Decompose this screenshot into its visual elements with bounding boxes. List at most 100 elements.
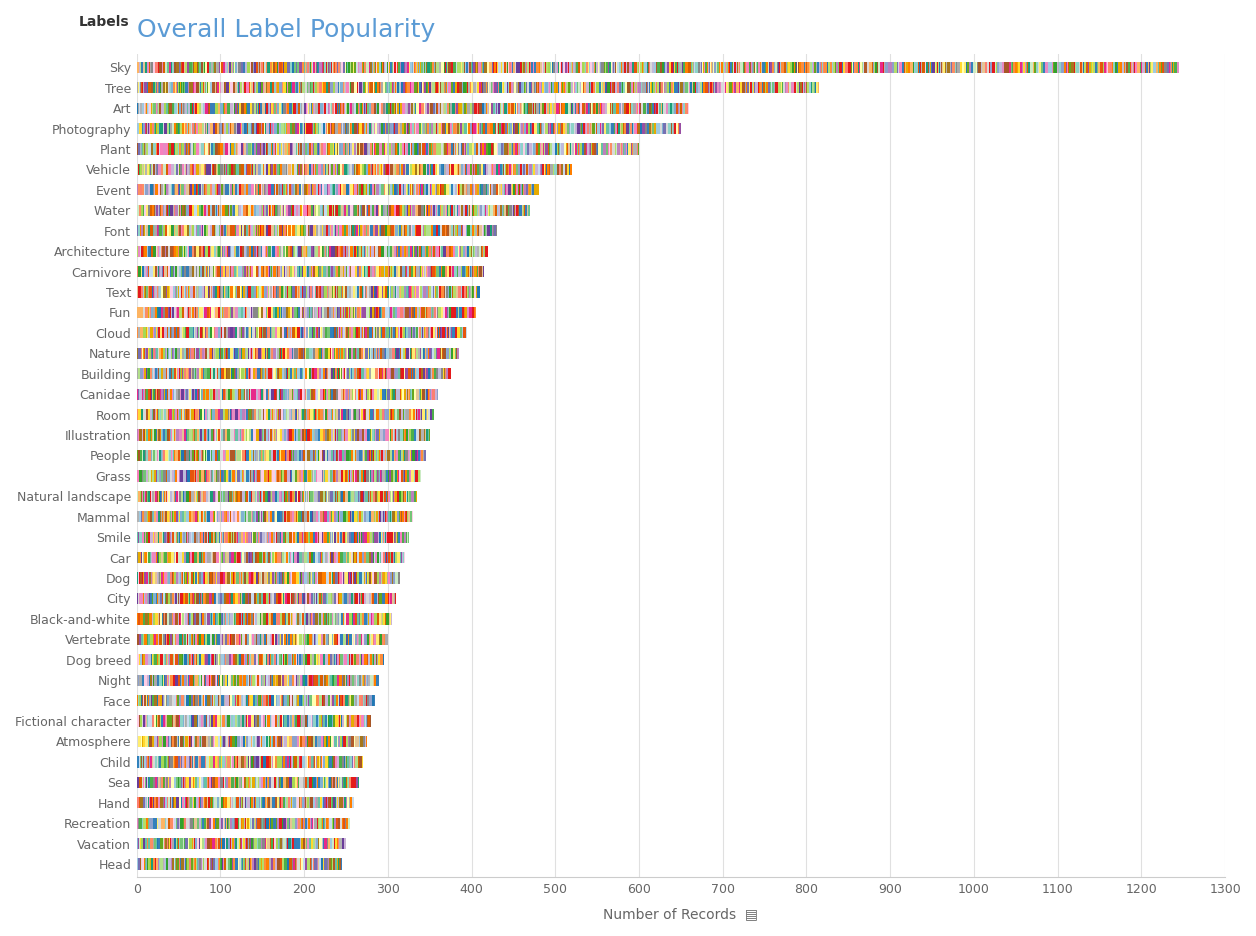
Bar (201, 777, 202, 788)
Bar (151, 858, 153, 870)
Bar (679, 123, 681, 134)
Bar (808, 62, 809, 73)
Bar (271, 695, 274, 707)
Bar (393, 573, 394, 584)
Bar (230, 266, 231, 277)
Bar (1172, 62, 1173, 73)
Bar (161, 409, 162, 420)
Bar (328, 82, 330, 94)
Bar (197, 777, 198, 788)
Bar (976, 62, 977, 73)
Bar (421, 103, 423, 114)
Bar (142, 347, 143, 358)
Bar (260, 286, 263, 298)
Bar (197, 225, 198, 236)
Bar (549, 103, 550, 114)
Bar (456, 62, 457, 73)
Bar (205, 532, 207, 543)
Bar (431, 347, 432, 358)
Bar (300, 654, 303, 665)
Bar (289, 736, 291, 747)
Bar (328, 654, 330, 665)
Bar (795, 82, 798, 94)
Bar (178, 266, 181, 277)
Bar (705, 82, 707, 94)
Bar (492, 103, 495, 114)
Bar (411, 62, 412, 73)
Bar (196, 123, 197, 134)
Bar (461, 266, 462, 277)
Bar (455, 205, 457, 216)
Bar (355, 592, 358, 604)
Bar (337, 286, 338, 298)
Bar (624, 103, 627, 114)
Bar (409, 82, 411, 94)
Bar (235, 430, 237, 441)
Bar (432, 82, 435, 94)
Bar (188, 347, 190, 358)
Bar (509, 82, 511, 94)
Bar (275, 205, 278, 216)
Bar (446, 184, 448, 196)
Bar (330, 368, 333, 379)
Bar (139, 103, 142, 114)
Bar (172, 756, 175, 768)
Bar (325, 409, 327, 420)
Bar (348, 388, 350, 400)
Bar (158, 511, 160, 522)
Bar (333, 715, 335, 726)
Bar (467, 103, 470, 114)
Bar (239, 532, 240, 543)
Bar (475, 245, 477, 256)
Bar (350, 184, 353, 196)
Bar (149, 103, 151, 114)
Bar (255, 184, 257, 196)
Bar (398, 409, 401, 420)
Bar (456, 286, 458, 298)
Bar (409, 368, 411, 379)
Bar (162, 592, 165, 604)
Bar (283, 82, 285, 94)
Bar (602, 143, 603, 154)
Bar (280, 715, 281, 726)
Bar (275, 797, 276, 809)
Bar (158, 592, 160, 604)
Bar (393, 62, 396, 73)
Bar (463, 123, 466, 134)
Bar (310, 82, 313, 94)
Bar (430, 205, 431, 216)
Bar (639, 62, 642, 73)
Bar (147, 675, 149, 686)
Bar (167, 430, 170, 441)
Bar (355, 430, 357, 441)
Bar (319, 123, 320, 134)
Bar (226, 82, 229, 94)
Bar (333, 328, 334, 339)
Bar (322, 307, 324, 318)
Bar (222, 450, 225, 461)
Bar (314, 143, 317, 154)
Bar (180, 511, 182, 522)
Bar (506, 143, 509, 154)
Bar (162, 184, 165, 196)
Bar (152, 797, 154, 809)
Bar (187, 736, 190, 747)
Bar (230, 490, 232, 502)
Bar (137, 532, 139, 543)
Bar (324, 858, 327, 870)
Bar (335, 347, 338, 358)
Bar (365, 266, 367, 277)
Bar (386, 307, 388, 318)
Bar (491, 103, 492, 114)
Bar (263, 838, 265, 849)
Bar (146, 573, 147, 584)
Bar (153, 858, 154, 870)
Bar (137, 82, 138, 94)
Bar (193, 838, 195, 849)
Bar (347, 266, 348, 277)
Bar (328, 103, 329, 114)
Bar (237, 592, 240, 604)
Bar (246, 225, 247, 236)
Bar (328, 409, 330, 420)
Bar (376, 225, 378, 236)
